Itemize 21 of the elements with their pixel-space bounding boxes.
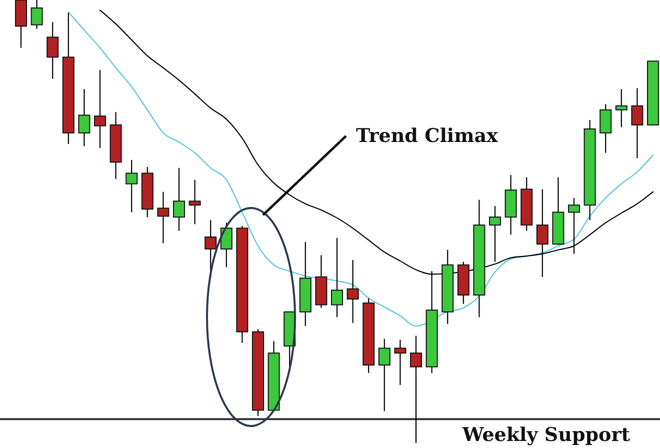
candlestick xyxy=(600,104,612,154)
candlestick xyxy=(346,259,359,324)
candlestick xyxy=(94,69,106,149)
annotation: Trend Climax xyxy=(356,125,499,147)
candlestick xyxy=(157,191,170,244)
candlestick xyxy=(489,205,501,262)
candlestick xyxy=(568,197,580,254)
candlestick xyxy=(173,167,185,232)
candlestick xyxy=(631,88,644,159)
candlestick xyxy=(78,88,90,147)
candlestick xyxy=(394,339,406,386)
candlestick xyxy=(188,179,201,225)
candlestick xyxy=(126,159,138,213)
candlestick xyxy=(331,237,343,318)
candlestick xyxy=(410,335,422,444)
candlestick xyxy=(30,0,43,30)
candlestick xyxy=(46,22,59,80)
candlestick xyxy=(220,222,232,268)
ref-line-label: Weekly Support xyxy=(461,424,630,446)
candlestick xyxy=(615,88,628,128)
candlestick xyxy=(378,338,390,412)
